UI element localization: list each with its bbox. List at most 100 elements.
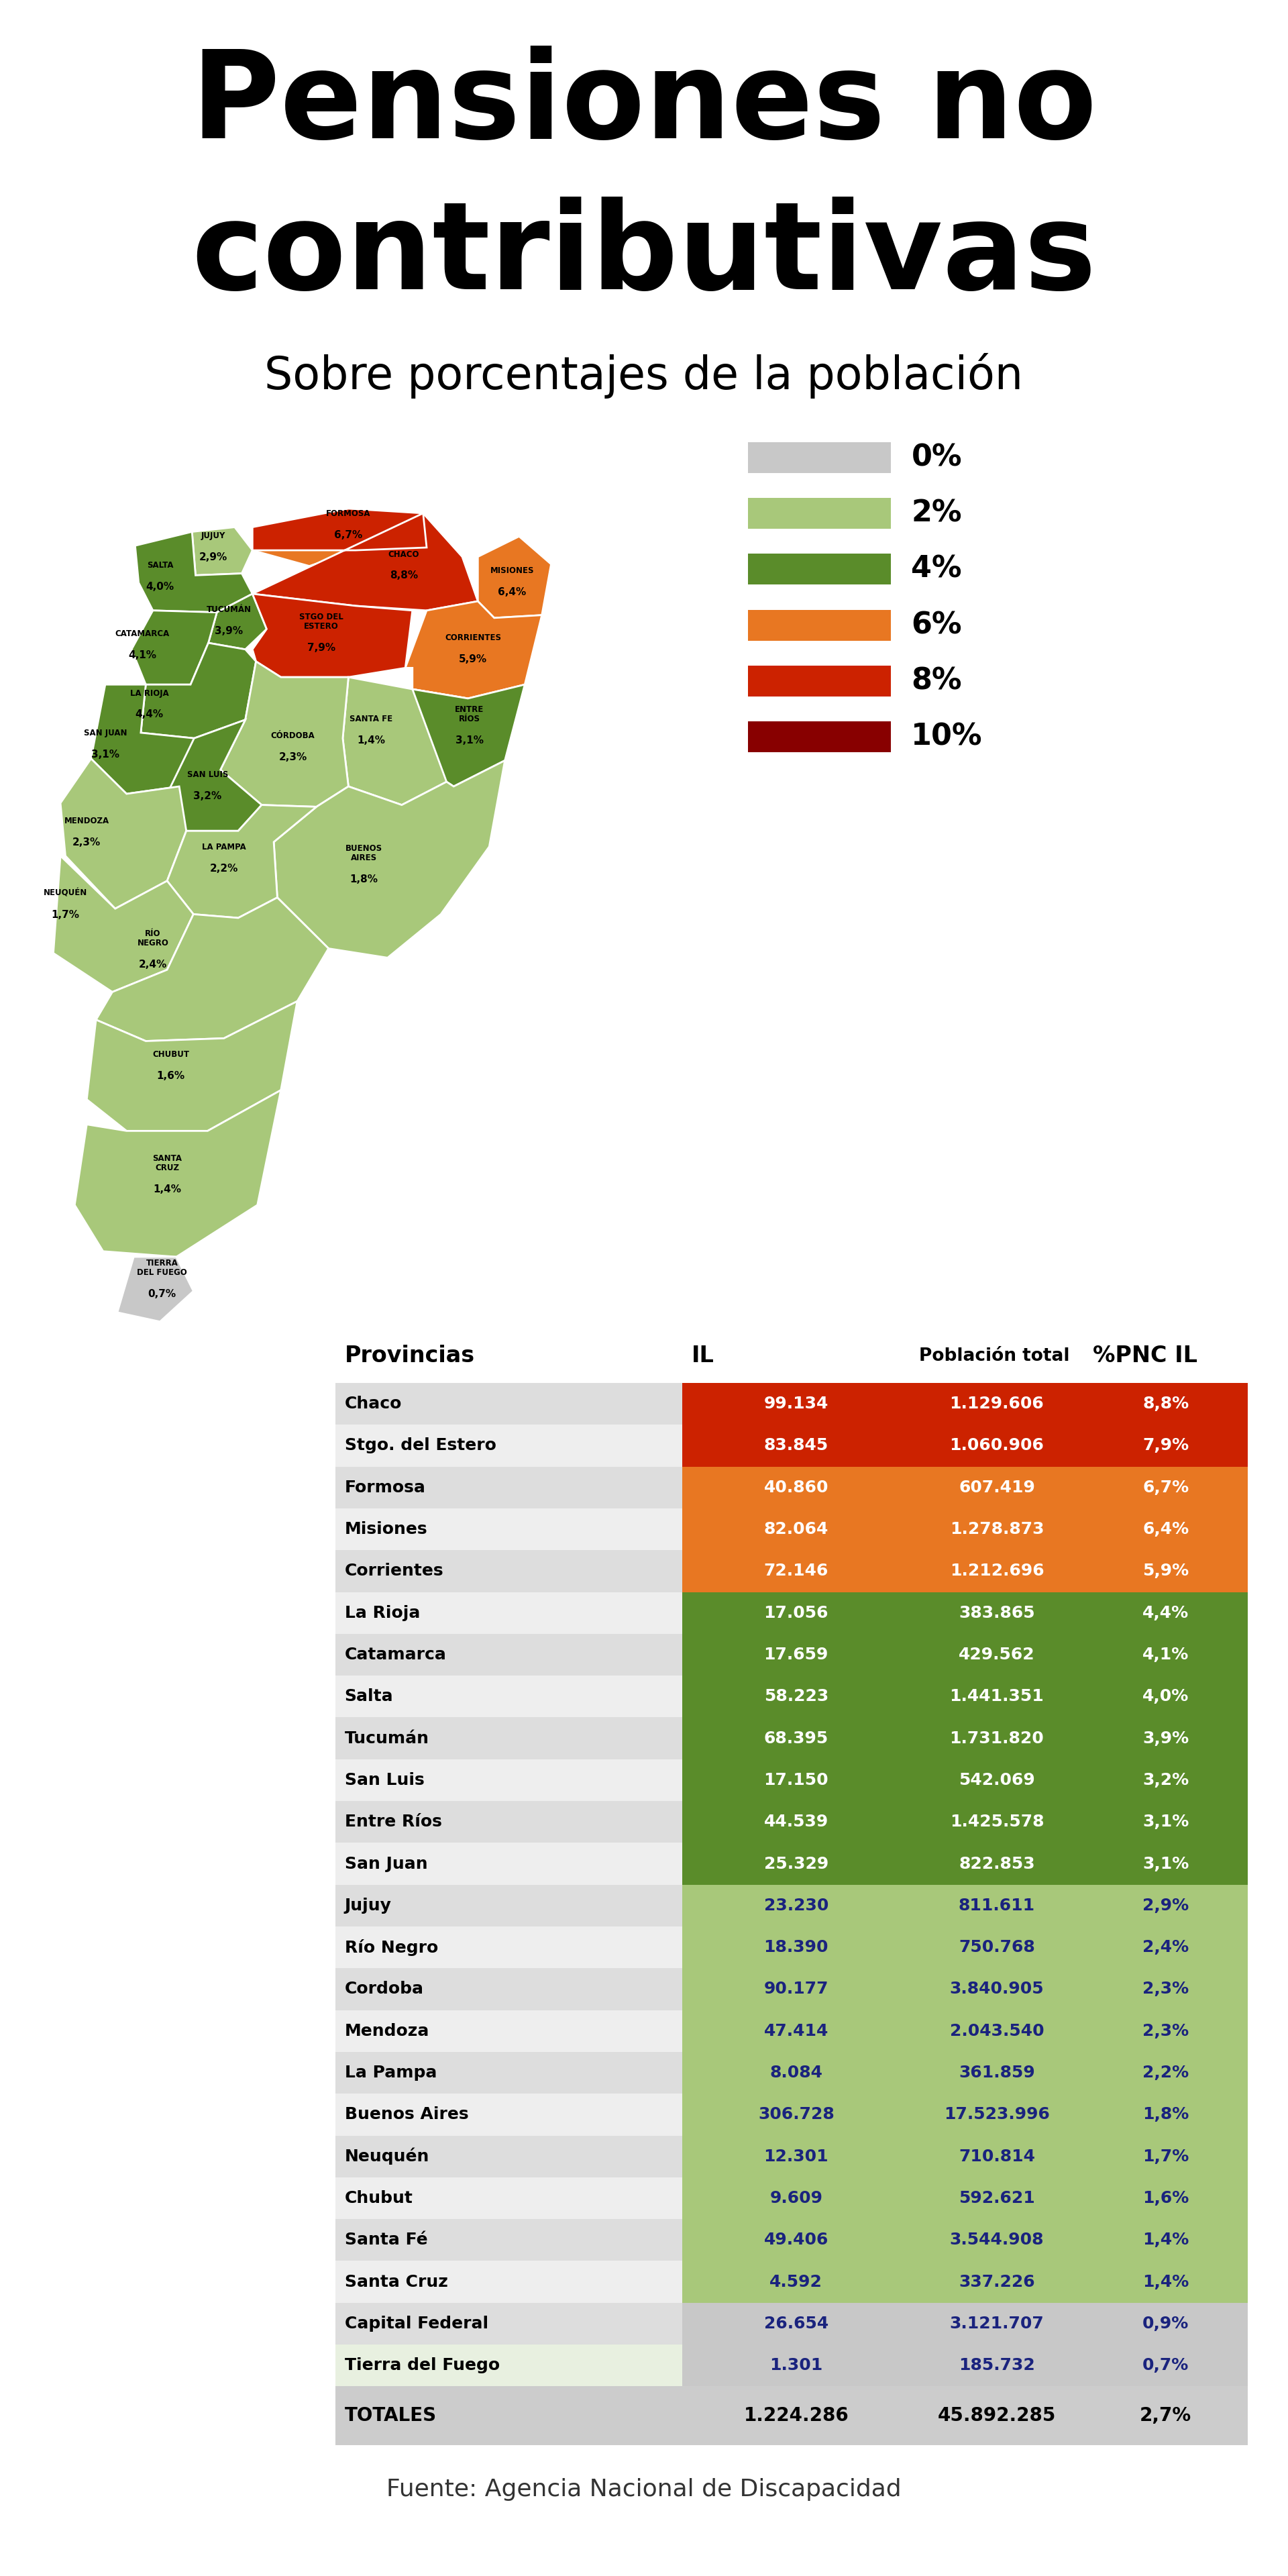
Text: 8,8%: 8,8% <box>390 572 419 580</box>
Text: 361.859: 361.859 <box>958 2066 1036 2081</box>
Text: SANTA
CRUZ: SANTA CRUZ <box>152 1154 182 1172</box>
Bar <box>683 2094 911 2136</box>
Bar <box>1083 1383 1248 1425</box>
Polygon shape <box>220 662 349 806</box>
Text: MENDOZA: MENDOZA <box>64 817 109 824</box>
Bar <box>1083 2303 1248 2344</box>
Text: 1,6%: 1,6% <box>1142 2190 1189 2205</box>
Bar <box>683 1633 911 1674</box>
Text: 607.419: 607.419 <box>958 1479 1036 1497</box>
Bar <box>683 2009 911 2053</box>
Text: LA RIOJA: LA RIOJA <box>130 688 169 698</box>
Text: 44.539: 44.539 <box>764 1814 828 1829</box>
Text: 2,3%: 2,3% <box>1142 2022 1189 2040</box>
Polygon shape <box>97 896 328 1041</box>
Bar <box>911 1968 1083 2009</box>
Text: Santa Cruz: Santa Cruz <box>345 2275 448 2290</box>
Bar <box>911 2344 1083 2385</box>
Bar <box>911 2009 1083 2053</box>
Text: 1.731.820: 1.731.820 <box>949 1731 1045 1747</box>
Bar <box>911 2303 1083 2344</box>
Text: 2,4%: 2,4% <box>139 961 167 969</box>
Text: 0,7%: 0,7% <box>148 1288 176 1298</box>
Text: 6,4%: 6,4% <box>1142 1522 1189 1538</box>
Text: 6,7%: 6,7% <box>1142 1479 1189 1497</box>
Text: 2,2%: 2,2% <box>210 863 238 873</box>
Polygon shape <box>343 677 468 804</box>
Text: 8,8%: 8,8% <box>1142 1396 1189 1412</box>
Polygon shape <box>140 644 256 739</box>
Text: Chubut: Chubut <box>345 2190 413 2205</box>
Bar <box>911 2094 1083 2136</box>
Text: Buenos Aires: Buenos Aires <box>345 2107 469 2123</box>
Text: 3.840.905: 3.840.905 <box>949 1981 1045 1996</box>
Polygon shape <box>406 600 542 698</box>
Text: 337.226: 337.226 <box>958 2275 1036 2290</box>
Text: 72.146: 72.146 <box>764 1564 828 1579</box>
Text: 58.223: 58.223 <box>764 1687 828 1705</box>
Bar <box>335 1759 1248 1801</box>
Text: Capital Federal: Capital Federal <box>345 2316 488 2331</box>
Bar <box>1083 2218 1248 2262</box>
Text: 7,9%: 7,9% <box>308 644 336 652</box>
Polygon shape <box>53 855 193 992</box>
Text: 45.892.285: 45.892.285 <box>938 2406 1056 2424</box>
Text: 18.390: 18.390 <box>764 1940 828 1955</box>
Polygon shape <box>75 1090 281 1257</box>
Bar <box>683 2053 911 2094</box>
Text: Catamarca: Catamarca <box>345 1646 447 1662</box>
Text: 17.150: 17.150 <box>764 1772 828 1788</box>
Text: 1,4%: 1,4% <box>1142 2275 1189 2290</box>
Text: 17.056: 17.056 <box>764 1605 828 1620</box>
Bar <box>911 1718 1083 1759</box>
Text: Sobre porcentajes de la población: Sobre porcentajes de la población <box>264 353 1024 399</box>
Text: 3,1%: 3,1% <box>1142 1814 1189 1829</box>
Text: 2%: 2% <box>912 500 962 528</box>
Text: 811.611: 811.611 <box>958 1899 1036 1914</box>
Bar <box>911 1510 1083 1551</box>
Bar <box>335 1842 1248 1886</box>
Bar <box>335 2094 1248 2136</box>
Text: 306.728: 306.728 <box>759 2107 835 2123</box>
Text: MISIONES: MISIONES <box>489 567 535 574</box>
Text: 49.406: 49.406 <box>764 2231 828 2249</box>
Text: Stgo. del Estero: Stgo. del Estero <box>345 1437 496 1453</box>
Text: 1.425.578: 1.425.578 <box>949 1814 1045 1829</box>
Text: 710.814: 710.814 <box>958 2148 1036 2164</box>
Text: 6,4%: 6,4% <box>497 587 527 598</box>
Bar <box>1083 1759 1248 1801</box>
Bar <box>1083 1551 1248 1592</box>
Bar <box>1083 1968 1248 2009</box>
Text: 1,4%: 1,4% <box>357 737 385 744</box>
Text: LA PAMPA: LA PAMPA <box>202 842 246 850</box>
Polygon shape <box>131 611 216 685</box>
Bar <box>335 1801 1248 1842</box>
Text: 3,1%: 3,1% <box>455 737 483 744</box>
Bar <box>1083 2009 1248 2053</box>
Bar <box>748 665 891 696</box>
Text: Fuente: Agencia Nacional de Discapacidad: Fuente: Agencia Nacional de Discapacidad <box>386 2478 902 2501</box>
Polygon shape <box>252 507 426 567</box>
Bar <box>911 1759 1083 1801</box>
Polygon shape <box>61 760 187 909</box>
Bar <box>683 2344 911 2385</box>
Text: CHUBUT: CHUBUT <box>152 1051 189 1059</box>
Bar <box>335 1968 1248 2009</box>
Bar <box>1083 1633 1248 1674</box>
Text: 1,8%: 1,8% <box>1142 2107 1189 2123</box>
Bar <box>683 1592 911 1633</box>
Text: FORMOSA: FORMOSA <box>326 510 371 518</box>
Bar <box>335 1927 1248 1968</box>
Text: TOTALES: TOTALES <box>345 2406 437 2424</box>
Text: 3,1%: 3,1% <box>91 750 120 760</box>
Polygon shape <box>274 760 505 958</box>
Text: 3,2%: 3,2% <box>193 791 222 801</box>
Text: 2,4%: 2,4% <box>1142 1940 1189 1955</box>
Bar <box>335 2262 1248 2303</box>
Bar <box>335 1551 1248 1592</box>
Text: 2,2%: 2,2% <box>1142 2066 1189 2081</box>
Polygon shape <box>319 549 478 611</box>
Bar <box>1083 2053 1248 2094</box>
Bar <box>335 2053 1248 2094</box>
Text: 1.224.286: 1.224.286 <box>743 2406 849 2424</box>
